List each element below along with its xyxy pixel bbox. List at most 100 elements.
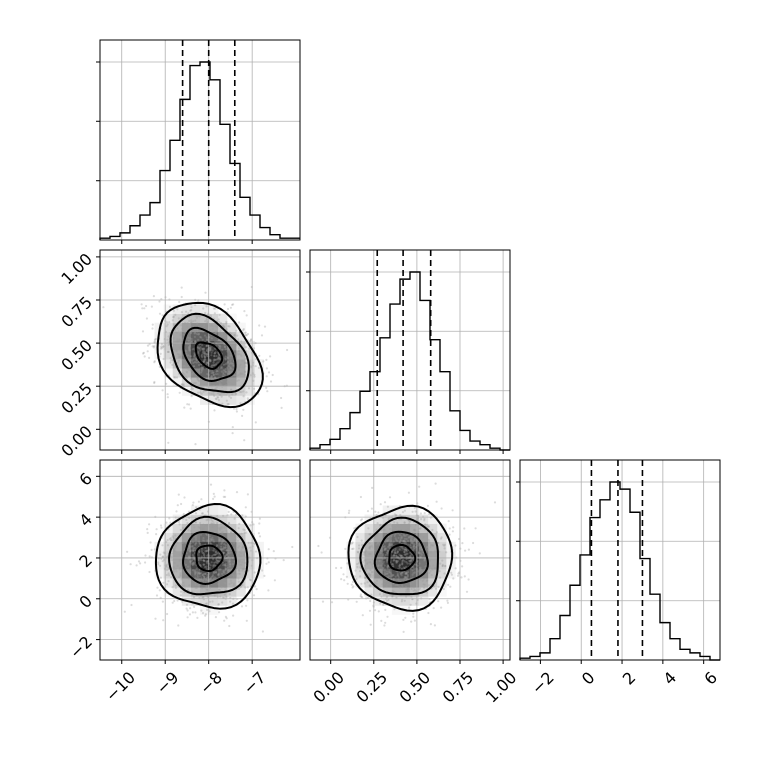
scatter-point	[167, 572, 170, 575]
histogram-2	[519, 481, 720, 661]
scatter-point	[202, 575, 206, 578]
scatter-point	[180, 295, 183, 299]
scatter-point	[353, 575, 356, 578]
scatter-point	[187, 343, 190, 346]
scatter-point	[224, 546, 227, 549]
scatter-point	[187, 565, 190, 568]
scatter-point	[155, 594, 159, 597]
scatter-point	[384, 608, 387, 612]
scatter-point	[212, 549, 215, 552]
density-cell	[419, 596, 429, 606]
density-cell	[181, 514, 192, 524]
scatter-point	[217, 568, 220, 571]
scatter-point	[172, 316, 175, 319]
scatter-point	[201, 367, 205, 370]
scatter-point	[229, 531, 233, 534]
scatter-point	[192, 329, 195, 332]
scatter-point	[219, 523, 222, 526]
scatter-point	[202, 527, 205, 530]
scatter-point	[388, 544, 391, 547]
scatter-point	[226, 372, 229, 375]
scatter-point	[205, 349, 208, 353]
scatter-point	[219, 330, 222, 333]
scatter-point	[199, 391, 202, 394]
scatter-point	[189, 377, 193, 380]
histogram-0	[99, 61, 300, 240]
scatter-point	[411, 573, 414, 576]
density-cell	[428, 587, 438, 597]
density-cell	[373, 523, 384, 534]
scatter-point	[212, 361, 215, 364]
density-cell	[410, 523, 420, 534]
scatter-point	[137, 560, 141, 563]
scatter-point	[359, 566, 362, 569]
scatter-point	[210, 375, 213, 378]
scatter-point	[237, 527, 240, 530]
scatter-point	[193, 526, 196, 529]
scatter-point	[212, 577, 215, 580]
scatter-point	[208, 358, 211, 361]
scatter-point	[380, 619, 383, 623]
scatter-point	[229, 337, 232, 340]
scatter-point	[225, 586, 228, 589]
density-cell	[209, 569, 219, 579]
scatter-point	[195, 534, 198, 537]
scatter-point	[202, 563, 205, 566]
scatter-point	[450, 573, 453, 576]
scatter-point	[402, 618, 405, 622]
scatter-point	[428, 513, 431, 516]
density-cell	[172, 550, 183, 561]
scatter-point	[174, 534, 177, 537]
scatter-point	[206, 559, 209, 563]
scatter-point	[179, 572, 182, 575]
scatter-point	[221, 561, 224, 564]
scatter-point	[238, 572, 241, 575]
scatter-point	[223, 369, 226, 373]
scatter-point	[366, 562, 369, 565]
scatter-point	[400, 536, 403, 540]
density-cell	[190, 596, 201, 606]
scatter-point	[228, 395, 231, 398]
scatter-point	[216, 595, 219, 599]
scatter-point	[195, 359, 198, 362]
scatter-point	[247, 541, 250, 544]
scatter-point	[174, 586, 177, 590]
scatter-point	[216, 560, 219, 563]
scatter-point	[213, 352, 216, 355]
scatter-point	[397, 555, 400, 559]
scatter-point	[226, 514, 229, 517]
scatter-point	[183, 364, 186, 367]
scatter-point	[385, 560, 389, 563]
scatter-point	[240, 605, 244, 608]
scatter-point	[241, 414, 244, 417]
scatter-point	[440, 507, 443, 510]
scatter-point	[379, 568, 382, 571]
density-cell	[218, 596, 228, 606]
scatter-point	[221, 332, 224, 335]
scatter-point	[412, 580, 415, 583]
scatter-point	[218, 313, 221, 316]
scatter-point	[174, 376, 177, 379]
scatter-point	[196, 571, 199, 574]
scatter-point	[240, 390, 243, 394]
scatter-point	[404, 575, 407, 578]
scatter-point	[405, 572, 408, 575]
scatter-point	[212, 525, 215, 528]
scatter-point	[205, 567, 208, 570]
density-cell	[163, 331, 174, 342]
scatter-point	[428, 559, 431, 562]
scatter-point	[216, 515, 219, 518]
scatter-point	[214, 570, 218, 574]
scatter-point	[383, 624, 386, 627]
scatter-point	[209, 541, 212, 544]
scatter-point	[203, 356, 207, 359]
scatter-point	[196, 377, 199, 380]
scatter-point	[159, 352, 162, 355]
scatter-point	[392, 554, 396, 557]
density-cell	[227, 340, 237, 351]
scatter-point	[280, 396, 283, 400]
scatter-point	[209, 586, 212, 589]
scatter-point	[190, 306, 193, 309]
scatter-point	[199, 335, 202, 339]
scatter-point	[226, 336, 229, 339]
